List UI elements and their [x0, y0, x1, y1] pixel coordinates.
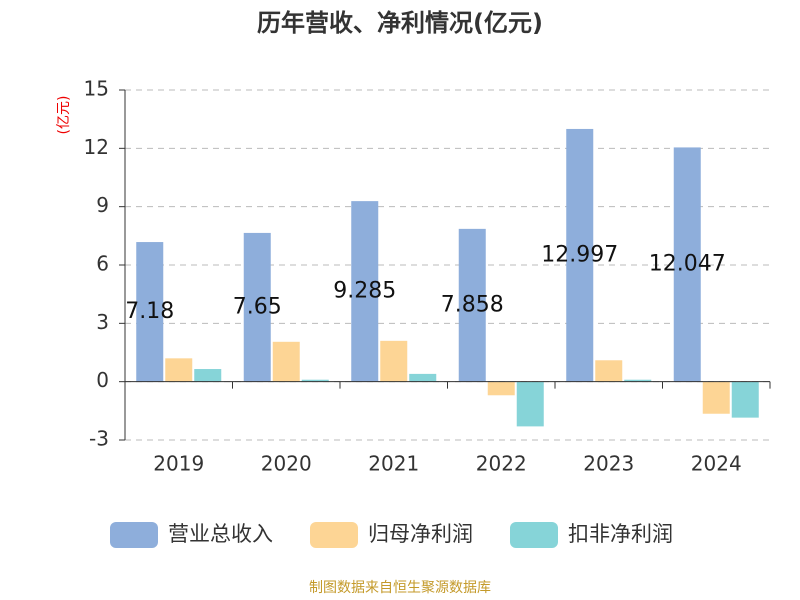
- source-note: 制图数据来自恒生聚源数据库: [309, 580, 491, 596]
- x-tick-label: 2023: [583, 452, 634, 476]
- legend-label: 扣非净利润: [568, 522, 673, 546]
- data-label: 7.858: [441, 292, 504, 317]
- y-tick-label: 9: [96, 193, 109, 217]
- data-label: 7.65: [233, 294, 282, 319]
- bar: [702, 381, 730, 414]
- y-tick-label: 3: [96, 310, 109, 334]
- data-label: 9.285: [333, 278, 396, 303]
- bar: [458, 228, 486, 382]
- bar: [136, 242, 164, 382]
- bar: [595, 360, 623, 382]
- data-label: 12.047: [649, 252, 726, 277]
- bar: [673, 147, 701, 382]
- bar: [272, 341, 300, 382]
- x-tick-label: 2024: [691, 452, 742, 476]
- x-tick-label: 2022: [476, 452, 527, 476]
- x-tick-label: 2021: [368, 452, 419, 476]
- bar: [487, 381, 515, 396]
- y-axis-label: (亿元): [56, 96, 72, 135]
- y-tick-label: 15: [84, 77, 109, 101]
- data-label: 7.18: [125, 299, 174, 324]
- bar: [351, 201, 379, 382]
- y-tick-label: 6: [96, 252, 109, 276]
- data-label: 12.997: [541, 242, 618, 267]
- y-tick-label: 12: [84, 135, 109, 159]
- x-tick-label: 2019: [153, 452, 204, 476]
- bar: [516, 381, 544, 427]
- bar: [731, 381, 759, 418]
- legend-label: 归母净利润: [368, 522, 473, 546]
- legend-label: 营业总收入: [168, 522, 273, 546]
- bar: [624, 379, 652, 382]
- bar: [194, 369, 222, 382]
- legend-swatch: [110, 522, 158, 548]
- legend-swatch: [310, 522, 358, 548]
- bar: [566, 128, 594, 382]
- bar: [301, 379, 329, 382]
- y-tick-label: -3: [89, 427, 109, 451]
- chart-title: 历年营收、净利情况(亿元): [257, 9, 543, 37]
- legend-swatch: [510, 522, 558, 548]
- bar: [243, 232, 271, 382]
- bar: [409, 373, 437, 382]
- bar: [380, 340, 408, 382]
- bar: [165, 358, 193, 382]
- y-tick-label: 0: [96, 368, 109, 392]
- x-tick-label: 2020: [261, 452, 312, 476]
